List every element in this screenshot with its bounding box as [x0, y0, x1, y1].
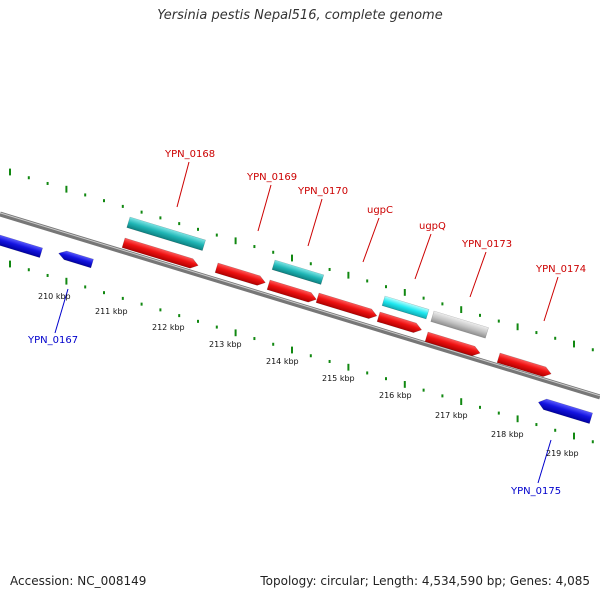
- scale-label-213: 213 kbp: [209, 340, 242, 349]
- gene-label-ugpc[interactable]: ugpC: [367, 205, 393, 216]
- ypn-0170-arrow[interactable]: [266, 279, 318, 304]
- gene-label-ugpq[interactable]: ugpQ: [419, 221, 446, 232]
- scale-label-212: 212 kbp: [152, 323, 185, 332]
- backbone: [0, 211, 600, 400]
- ypn-0175-leader-line: [537, 439, 552, 484]
- ypn-0168-leader-line: [176, 161, 190, 208]
- ypn-0174-leader-line: [543, 276, 559, 322]
- ypn-0174-arrow[interactable]: [496, 352, 553, 379]
- scale-label-211: 211 kbp: [95, 307, 128, 316]
- gene-labels: YPN_0168 YPN_0169 YPN_0170 ugpC ugpQ YPN…: [27, 149, 586, 497]
- ugpc-arrow[interactable]: [315, 292, 378, 321]
- ypn-0168-arrow[interactable]: [121, 237, 200, 270]
- ypn-0169-arrow[interactable]: [214, 262, 267, 287]
- ypn-0167-arrow[interactable]: [57, 249, 94, 269]
- inner-tick-row: [9, 260, 594, 444]
- ypn-0167a-arrow[interactable]: [0, 232, 43, 258]
- ugpq-arrow[interactable]: [376, 311, 423, 335]
- gene-label-ypn-0170[interactable]: YPN_0170: [297, 186, 348, 197]
- ypn-0175-arrow[interactable]: [537, 397, 593, 424]
- genome-summary-text: Topology: circular; Length: 4,534,590 bp…: [260, 574, 590, 588]
- ugpc-rna[interactable]: [381, 295, 430, 320]
- gene-label-ypn-0173[interactable]: YPN_0173: [461, 239, 512, 250]
- map-title: Yersinia pestis Nepal516, complete genom…: [157, 8, 443, 23]
- scale-label-216: 216 kbp: [379, 391, 412, 400]
- scale-label-217: 217 kbp: [435, 411, 468, 420]
- ugpc-leader-line: [362, 217, 380, 263]
- ypn-0173-leader-line: [469, 251, 487, 298]
- scale-label-218: 218 kbp: [491, 430, 524, 439]
- gene-label-ypn-0168[interactable]: YPN_0168: [164, 149, 215, 160]
- scale-label-214: 214 kbp: [266, 357, 299, 366]
- scale-label-215: 215 kbp: [322, 374, 355, 383]
- gene-label-ypn-0169[interactable]: YPN_0169: [246, 172, 297, 183]
- scale-labels: 210 kbp 211 kbp 212 kbp 213 kbp 214 kbp …: [38, 292, 579, 458]
- accession-text: Accession: NC_008149: [10, 574, 147, 588]
- gene-label-ypn-0174[interactable]: YPN_0174: [535, 264, 586, 275]
- ypn-0167-leader-line: [54, 288, 69, 334]
- scale-label-219: 219 kbp: [546, 449, 579, 458]
- feature-layer: [0, 216, 593, 424]
- ypn-0173-arrow[interactable]: [424, 331, 481, 358]
- gene-label-ypn-0167[interactable]: YPN_0167: [27, 335, 78, 346]
- leader-lines: [54, 161, 559, 484]
- ugpq-leader-line: [414, 233, 432, 280]
- ypn-0169-leader-line: [257, 184, 272, 232]
- ugpq-grey[interactable]: [430, 310, 489, 339]
- gene-label-ypn-0175[interactable]: YPN_0175: [510, 486, 561, 497]
- ypn-0170-leader-line: [307, 198, 323, 247]
- scale-label-210: 210 kbp: [38, 292, 71, 301]
- outer-tick-row: [9, 168, 594, 352]
- ypn-0168-rna[interactable]: [126, 216, 206, 251]
- ypn-0170-rna[interactable]: [271, 259, 325, 285]
